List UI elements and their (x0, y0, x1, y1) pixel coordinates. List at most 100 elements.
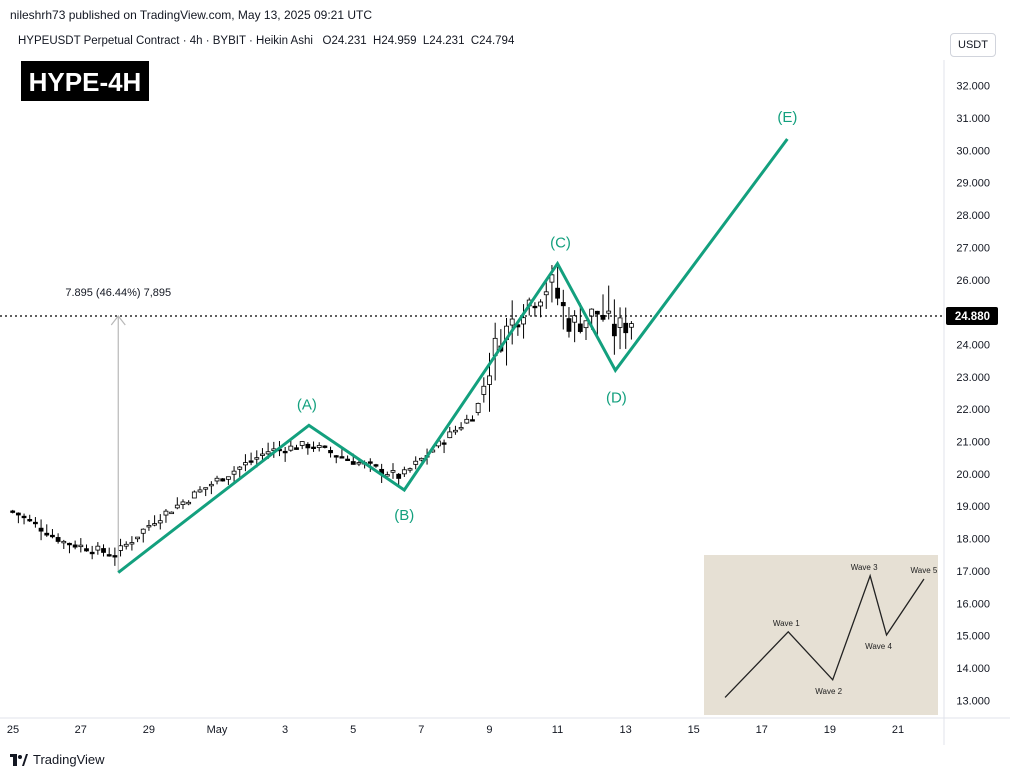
symbol-info: HYPEUSDT Perpetual Contract · 4h · BYBIT… (18, 35, 515, 47)
y-tick-label: 23.000 (956, 372, 990, 384)
candle (606, 310, 612, 314)
candle (101, 548, 106, 553)
ohlc-open: O24.231 (322, 35, 367, 47)
chart-style[interactable]: Heikin Ashi (256, 35, 313, 47)
candle (470, 419, 475, 422)
x-tick-label: 7 (418, 724, 424, 736)
candle (390, 470, 396, 473)
candle (305, 443, 311, 449)
measure-arrowhead (110, 315, 126, 326)
candle (589, 308, 595, 317)
y-tick-label: 20.000 (956, 469, 990, 481)
candle (208, 483, 214, 487)
candle (333, 455, 339, 458)
candle (611, 323, 617, 337)
candle (243, 462, 248, 466)
y-tick-label: 15.000 (956, 631, 990, 643)
candle (123, 543, 129, 547)
candle (458, 427, 464, 430)
brand-name: TradingView (33, 752, 105, 767)
y-tick-label: 18.000 (956, 534, 990, 546)
candle (50, 534, 55, 538)
candle (10, 510, 16, 513)
y-tick-label: 13.000 (956, 695, 990, 707)
candle (186, 501, 192, 505)
y-tick-label: 26.000 (956, 275, 990, 287)
publisher-text: nileshrh73 published on TradingView.com,… (10, 8, 372, 22)
candle (197, 489, 203, 493)
candle (617, 317, 623, 328)
candles-group (10, 265, 634, 566)
candle (61, 540, 67, 544)
x-tick-label: 9 (486, 724, 492, 736)
tradingview-logo-icon (10, 753, 28, 766)
candle (84, 548, 89, 552)
inset-wave-label: Wave 1 (773, 619, 800, 628)
y-tick-label: 32.000 (956, 81, 990, 93)
candle (33, 521, 38, 525)
y-tick-label: 17.000 (956, 566, 990, 578)
candle (203, 487, 209, 490)
candle (44, 532, 50, 536)
candle (441, 442, 447, 445)
candle (600, 314, 606, 320)
candle (89, 551, 95, 555)
current-price-label-bg (946, 306, 998, 325)
symbol-name[interactable]: HYPEUSDT Perpetual Contract (18, 35, 180, 47)
candle (21, 515, 27, 519)
candle (152, 523, 158, 526)
candle (356, 462, 362, 465)
candle (95, 545, 101, 551)
candle (163, 510, 169, 516)
inset-wave-label: Wave 2 (815, 687, 842, 696)
currency-button[interactable]: USDT (950, 33, 996, 57)
candle (583, 320, 589, 329)
wave-path (117, 138, 789, 574)
y-tick-label: 16.000 (956, 598, 990, 610)
x-tick-label: 17 (756, 724, 768, 736)
candle (384, 474, 390, 477)
candle (27, 519, 33, 522)
interval[interactable]: 4h (189, 35, 203, 47)
x-tick-label: 11 (552, 724, 563, 736)
candle (169, 511, 175, 515)
candle (407, 468, 413, 471)
candle (146, 525, 152, 528)
candle (118, 545, 123, 551)
x-tick-label: 15 (688, 724, 700, 736)
x-tick-label: 13 (619, 724, 631, 736)
candle (237, 466, 243, 470)
y-tick-label: 19.000 (956, 501, 990, 513)
candle (521, 317, 526, 325)
x-tick-label: 5 (350, 724, 356, 736)
candle (328, 450, 333, 454)
candle (106, 554, 112, 557)
y-tick-label: 14.000 (956, 663, 990, 675)
y-tick-label: 27.000 (956, 242, 990, 254)
x-tick-label: 29 (143, 724, 155, 736)
inset-wave-label: Wave 3 (851, 563, 878, 572)
x-tick-label: 3 (282, 724, 288, 736)
x-tick-label: 19 (824, 724, 836, 736)
candle (248, 460, 254, 463)
candle (129, 542, 135, 545)
candle (560, 302, 566, 307)
candle (464, 418, 470, 424)
candle (260, 453, 265, 456)
candle (191, 491, 197, 499)
candle (566, 318, 572, 332)
candle (288, 445, 294, 451)
candle (481, 385, 487, 395)
candle (311, 446, 316, 449)
ohlc-close: C24.794 (470, 35, 515, 47)
x-tick-label: May (207, 724, 228, 736)
tradingview-brand[interactable]: TradingView (10, 752, 105, 767)
candle (214, 477, 220, 482)
candle (339, 456, 345, 459)
y-tick-label: 30.000 (956, 145, 990, 157)
candle (294, 447, 299, 450)
exchange: BYBIT (212, 35, 246, 47)
candle (509, 318, 515, 326)
y-tick-label: 22.000 (956, 404, 990, 416)
